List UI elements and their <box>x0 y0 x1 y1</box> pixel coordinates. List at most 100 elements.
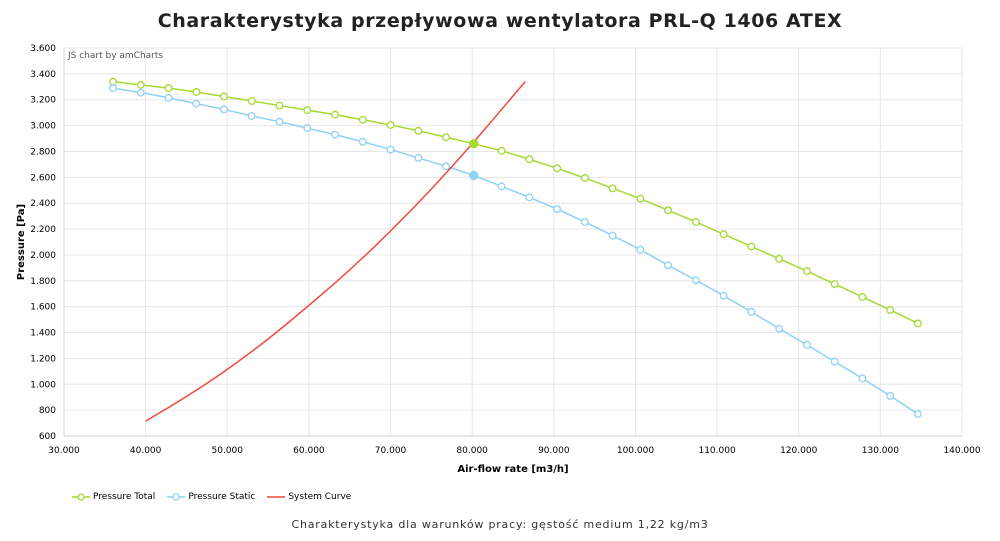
y-tick-label: 1.600 <box>30 303 56 313</box>
pressure-total-point[interactable] <box>331 110 339 119</box>
pressure-total-point[interactable] <box>913 319 922 328</box>
pressure-total-point[interactable] <box>358 115 367 124</box>
pressure-total-point[interactable] <box>247 97 256 105</box>
x-tick-label: 60.000 <box>293 446 325 456</box>
pressure-total-point[interactable] <box>386 121 395 129</box>
pressure-static-point[interactable] <box>691 276 700 285</box>
pressure-total-point[interactable] <box>136 80 145 89</box>
pressure-total-point[interactable] <box>553 164 562 173</box>
pressure-static-point[interactable] <box>636 245 645 254</box>
x-tick-label: 50.000 <box>212 446 244 456</box>
pressure-static-point[interactable] <box>580 218 589 226</box>
y-tick-label: 1.000 <box>30 380 56 390</box>
pressure-static-point[interactable] <box>747 307 756 316</box>
pressure-static-point[interactable] <box>275 117 284 126</box>
pressure-total-point[interactable] <box>802 267 811 276</box>
pressure-static-point[interactable] <box>886 391 895 400</box>
legend-item-pressure-total[interactable]: Pressure Total <box>72 492 155 502</box>
y-tick-label: 600 <box>39 432 56 442</box>
legend-item-pressure-static[interactable]: Pressure Static <box>167 492 255 502</box>
x-tick-label: 110.000 <box>698 446 735 456</box>
pressure-total-point[interactable] <box>497 146 506 155</box>
pressure-static-point[interactable] <box>497 182 506 191</box>
x-tick-label: 30.000 <box>48 446 80 456</box>
y-tick-label: 3.600 <box>30 44 56 54</box>
pressure-total-point[interactable] <box>275 101 284 110</box>
pressure-static-point[interactable] <box>358 137 367 146</box>
pressure-static-point[interactable] <box>553 205 562 213</box>
pressure-static-point[interactable] <box>192 99 201 108</box>
y-tick-label: 3.400 <box>30 70 56 80</box>
pressure-static-point[interactable] <box>386 145 395 154</box>
pressure-total-point[interactable] <box>414 126 423 135</box>
pressure-total-point[interactable] <box>220 92 228 101</box>
y-axis-title: Pressure [Pa] <box>16 204 27 280</box>
x-tick-label: 80.000 <box>456 446 488 456</box>
pressure-total-point[interactable] <box>525 155 534 164</box>
y-tick-label: 2.800 <box>30 147 56 157</box>
pressure-total-point[interactable] <box>636 194 645 203</box>
pressure-total-point[interactable] <box>775 254 784 263</box>
pressure-static-point[interactable] <box>220 105 228 114</box>
pressure-total-point[interactable] <box>109 77 117 86</box>
y-tick-label: 3.200 <box>30 96 56 106</box>
pressure-static-point[interactable] <box>331 130 339 139</box>
pressure-static-point[interactable] <box>109 84 117 93</box>
y-tick-label: 1.200 <box>30 354 56 364</box>
y-tick-label: 1.800 <box>30 277 56 287</box>
pressure-static-line[interactable] <box>112 87 919 415</box>
pressure-total-point[interactable] <box>442 133 451 142</box>
pressure-total-point[interactable] <box>192 88 201 96</box>
pressure-static-point[interactable] <box>664 261 673 270</box>
pressure-total-point[interactable] <box>858 293 867 301</box>
pressure-static-point[interactable] <box>608 231 617 240</box>
pressure-static-point[interactable] <box>525 193 534 202</box>
pressure-static-point[interactable] <box>442 162 451 171</box>
pressure-total-point[interactable] <box>830 280 839 288</box>
x-tick-label: 40.000 <box>130 446 162 456</box>
legend-item-system-curve[interactable]: System Curve <box>267 492 351 502</box>
pressure-total-point[interactable] <box>164 84 173 93</box>
y-tick-label: 2.400 <box>30 199 56 209</box>
pressure-static-point[interactable] <box>414 153 423 162</box>
pressure-total-point[interactable] <box>303 106 312 115</box>
x-tick-label: 70.000 <box>375 446 407 456</box>
legend-label: Pressure Static <box>188 492 256 502</box>
pressure-total-point[interactable] <box>719 230 728 239</box>
system-curve-legend-marker <box>267 496 286 498</box>
pressure-total-point[interactable] <box>886 305 895 314</box>
y-tick-label: 3.000 <box>30 122 56 132</box>
x-tick-label: 140.000 <box>943 446 980 456</box>
x-axis-title: Air-flow rate [m3/h] <box>457 464 568 475</box>
pressure-total-point[interactable] <box>580 174 589 182</box>
chart-title: Charakterystyka przepływowa wentylatora … <box>157 10 843 32</box>
pressure-static-legend-marker <box>167 493 186 501</box>
legend-label: Pressure Total <box>93 492 156 502</box>
pressure-total-point[interactable] <box>747 242 756 251</box>
pressure-static-point[interactable] <box>802 340 811 349</box>
pressure-total-line[interactable] <box>112 80 919 325</box>
pressure-total-operating-point[interactable] <box>469 139 479 149</box>
axis-layer: 600 800 1.000 1.200 1.400 1.600 1.800 2.000 2.20… <box>30 44 981 456</box>
pressure-static-operating-point[interactable] <box>469 170 479 181</box>
pressure-total-point[interactable] <box>608 184 617 193</box>
y-tick-label: 2.200 <box>30 225 56 235</box>
pressure-static-point[interactable] <box>913 410 922 418</box>
pressure-total-point[interactable] <box>664 206 673 215</box>
y-tick-label: 1.400 <box>30 329 56 339</box>
pressure-static-point[interactable] <box>719 291 728 300</box>
grid-layer <box>63 47 963 437</box>
pressure-total-point[interactable] <box>691 218 700 226</box>
x-tick-label: 90.000 <box>538 446 570 456</box>
amcharts-credit-link[interactable]: JS chart by amCharts <box>68 51 164 61</box>
pressure-static-point[interactable] <box>247 111 256 120</box>
pressure-static-point[interactable] <box>775 324 784 333</box>
pressure-static-point[interactable] <box>303 124 312 133</box>
pressure-static-point[interactable] <box>164 93 173 102</box>
pressure-static-point[interactable] <box>858 374 867 383</box>
pressure-static-point[interactable] <box>830 357 839 366</box>
y-tick-label: 2.600 <box>30 173 56 183</box>
system-curve-line[interactable] <box>145 81 526 422</box>
pressure-static-point[interactable] <box>136 88 145 97</box>
